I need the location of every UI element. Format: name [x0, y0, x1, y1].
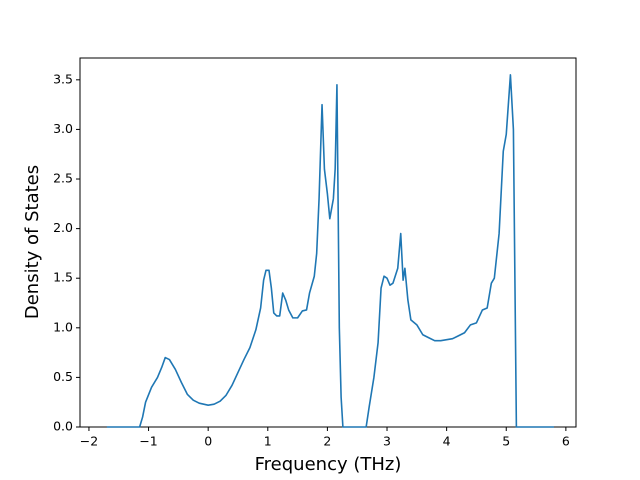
- x-tick-label: 1: [264, 434, 272, 449]
- data-line: [106, 74, 554, 428]
- y-tick-label: 2.0: [53, 220, 73, 235]
- x-tick-label: 5: [502, 434, 510, 449]
- x-tick-label: 3: [383, 434, 391, 449]
- y-axis-label: Density of States: [22, 165, 43, 319]
- x-tick-label: 2: [323, 434, 331, 449]
- y-tick-label: 1.5: [53, 270, 73, 285]
- x-tick-label: −2: [80, 434, 98, 449]
- x-tick-label: 4: [443, 434, 451, 449]
- y-tick-label: 1.0: [53, 319, 73, 334]
- plot-frame: [79, 57, 577, 428]
- y-tick-label: 2.5: [53, 171, 73, 186]
- y-tick-label: 3.5: [53, 71, 73, 86]
- x-axis-label: Frequency (THz): [255, 454, 402, 475]
- x-tick-label: 0: [204, 434, 212, 449]
- y-tick-label: 0.5: [53, 369, 73, 384]
- y-tick-label: 3.0: [53, 121, 73, 136]
- y-tick-label: 0.0: [53, 419, 73, 434]
- x-tick-label: −1: [139, 434, 157, 449]
- x-tick-label: 6: [562, 434, 570, 449]
